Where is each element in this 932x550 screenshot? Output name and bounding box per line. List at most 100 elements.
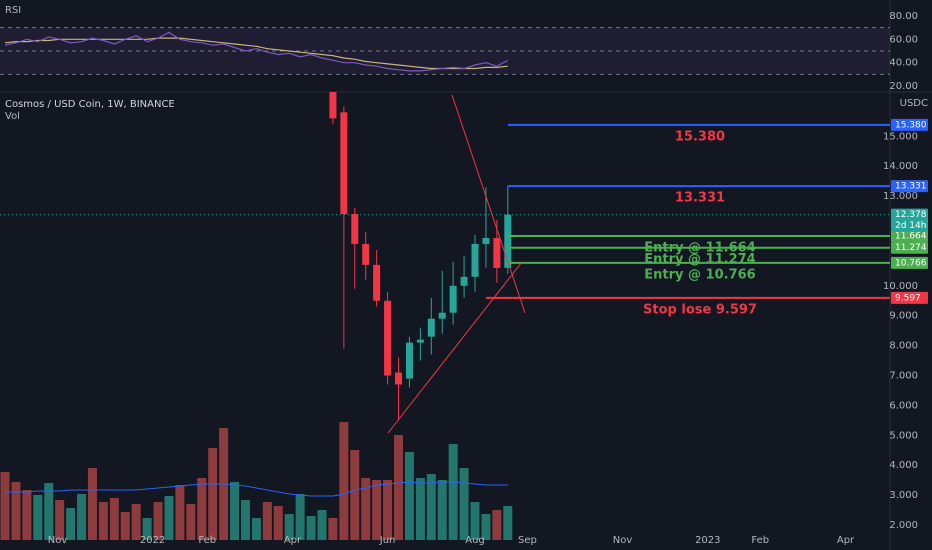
- candle-body: [438, 312, 446, 319]
- x-tick-label: Apr: [837, 535, 855, 546]
- x-tick-label: 2022: [140, 535, 165, 546]
- volume-bar: [186, 504, 196, 540]
- volume-label: Vol: [5, 111, 20, 122]
- y-tick-label: 4.000: [889, 460, 918, 471]
- volume-bar: [503, 506, 513, 540]
- rsi-pane: [0, 27, 890, 75]
- volume-bar: [448, 444, 458, 540]
- volume-bar: [383, 480, 393, 540]
- x-tick-label: Nov: [613, 535, 633, 546]
- volume-bar: [109, 498, 119, 540]
- candle-body: [471, 243, 479, 277]
- volume-bar: [208, 448, 218, 540]
- last-price-box: [891, 208, 928, 232]
- y-tick-label: 15.000: [883, 131, 918, 142]
- rsi-tick-label: 40.00: [889, 58, 918, 69]
- y-tick-label: 9.000: [889, 311, 918, 322]
- volume-bar: [492, 510, 502, 540]
- volume-bar: [87, 468, 97, 540]
- candle-body: [460, 276, 468, 286]
- x-tick-label: Feb: [198, 535, 216, 546]
- candle-body: [493, 237, 501, 268]
- volume-bar: [175, 485, 185, 540]
- axes: 20.00 40.00 60.00 80.00 2.000 3.000 4.000 5.000…: [48, 11, 928, 546]
- y-tick-label: 3.000: [889, 490, 918, 501]
- volume-bar: [120, 512, 130, 540]
- y-tick-label: 8.000: [889, 341, 918, 352]
- candle-body: [427, 318, 435, 337]
- volume-bar: [306, 516, 316, 540]
- volume-bar: [372, 480, 382, 540]
- candle-body: [362, 243, 370, 265]
- level-axis-box: [891, 291, 928, 304]
- candle-body: [351, 214, 359, 244]
- x-tick-label: Feb: [751, 535, 769, 546]
- x-tick-label: Aug: [465, 535, 485, 546]
- volume-bar: [11, 482, 21, 540]
- volume-bar: [55, 500, 65, 540]
- level-text: 13.331: [675, 191, 725, 206]
- volume-bar: [66, 508, 76, 540]
- volume-bar: [393, 435, 403, 540]
- chart-title: Cosmos / USD Coin, 1W, BINANCE: [5, 99, 175, 110]
- candles: [329, 92, 512, 421]
- volume-bar: [164, 496, 174, 540]
- x-tick-label: 2023: [695, 535, 720, 546]
- candle-body: [416, 339, 424, 343]
- x-tick-label: Sep: [518, 535, 537, 546]
- candle-body: [482, 237, 490, 244]
- volume-bar: [0, 472, 10, 540]
- level-axis-box: [891, 118, 928, 131]
- countdown-label: 2d 14h: [895, 221, 926, 231]
- volume-bar: [415, 478, 425, 540]
- volume-pane: [0, 422, 513, 540]
- volume-bar: [404, 452, 414, 540]
- y-tick-label: 14.000: [883, 161, 918, 172]
- volume-bar: [350, 450, 360, 540]
- volume-bar: [240, 500, 250, 540]
- volume-bar: [77, 494, 87, 540]
- x-tick-label: Nov: [48, 535, 68, 546]
- level-axis-label: 10.766: [895, 258, 927, 268]
- rsi-tick-label: 80.00: [889, 11, 918, 22]
- volume-bar: [273, 506, 283, 540]
- volume-bar: [22, 490, 32, 540]
- rsi-line: [4, 31, 509, 72]
- candle-body: [405, 342, 413, 379]
- volume-bar: [98, 502, 108, 540]
- volume-bar: [426, 474, 436, 540]
- level-axis-box: [891, 230, 928, 243]
- rsi-label: RSI: [5, 5, 21, 16]
- volume-bar: [295, 494, 305, 540]
- volume-bar: [230, 482, 240, 540]
- volume-bar: [317, 510, 327, 540]
- volume-bar: [153, 502, 163, 540]
- volume-bar: [437, 480, 447, 540]
- y-tick-label: 13.000: [883, 191, 918, 202]
- volume-bar: [262, 502, 272, 540]
- level-axis-label: 11.274: [895, 243, 927, 253]
- level-axis-box: [891, 256, 928, 269]
- y-tick-label: 6.000: [889, 400, 918, 411]
- level-axis-label: 9.597: [895, 293, 921, 303]
- rsi-tick-label: 20.00: [889, 81, 918, 92]
- volume-bar: [131, 504, 141, 540]
- level-text: Stop lose 9.597: [643, 302, 757, 317]
- volume-bar: [33, 495, 43, 540]
- x-tick-label: Apr: [284, 535, 302, 546]
- volume-bar: [470, 502, 480, 540]
- volume-bar: [197, 478, 207, 540]
- level-axis-box: [891, 180, 928, 193]
- volume-bar: [328, 518, 338, 540]
- y-tick-label: 2.000: [889, 520, 918, 531]
- candle-body: [340, 112, 348, 215]
- candle-body: [373, 264, 381, 301]
- candle-body: [329, 92, 337, 119]
- candle-body: [504, 214, 512, 268]
- level-axis-box: [891, 241, 928, 254]
- level-axis-label: 11.664: [895, 232, 927, 242]
- trend-line: [451, 94, 526, 314]
- volume-bar: [459, 468, 469, 540]
